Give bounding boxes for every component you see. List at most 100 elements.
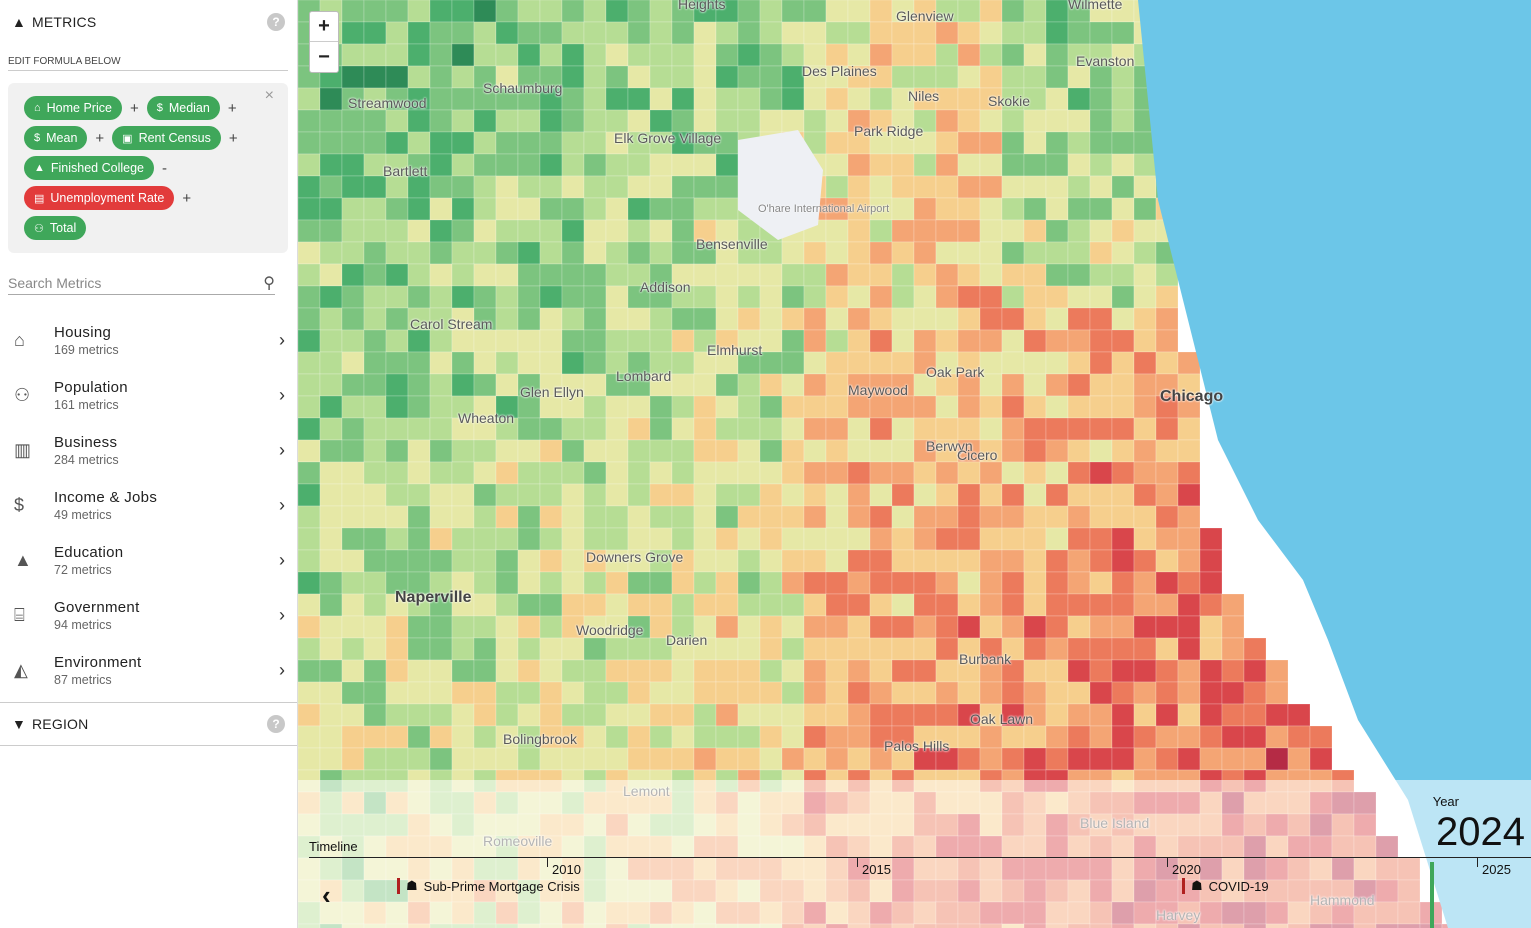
map-region[interactable] [385, 659, 409, 683]
map-region[interactable] [1155, 285, 1179, 309]
map-region[interactable] [891, 703, 915, 727]
map-region[interactable] [517, 703, 541, 727]
map-region[interactable] [1111, 329, 1135, 353]
map-region[interactable] [649, 197, 673, 221]
map-region[interactable] [737, 637, 761, 661]
map-region[interactable] [385, 549, 409, 573]
timeline-back-button[interactable]: ‹ [322, 880, 331, 910]
map-region[interactable] [429, 263, 453, 287]
map-region[interactable] [847, 175, 871, 199]
map-region[interactable] [1133, 637, 1157, 661]
chevron-down-icon[interactable]: ▼ [12, 716, 26, 732]
map-region[interactable] [781, 241, 805, 265]
map-region[interactable] [1243, 725, 1267, 749]
map-region[interactable] [451, 87, 475, 111]
map-region[interactable] [1023, 131, 1047, 155]
map-region[interactable] [649, 21, 673, 45]
map-region[interactable] [781, 637, 805, 661]
map-region[interactable] [1133, 219, 1157, 243]
map-region[interactable] [363, 417, 387, 441]
map-region[interactable] [495, 285, 519, 309]
map-region[interactable] [935, 549, 959, 573]
map-region[interactable] [957, 21, 981, 45]
map-region[interactable] [627, 659, 651, 683]
map-region[interactable] [429, 725, 453, 749]
map-region[interactable] [495, 505, 519, 529]
map-region[interactable] [715, 725, 739, 749]
map-region[interactable] [913, 505, 937, 529]
map-region[interactable] [1089, 549, 1113, 573]
map-region[interactable] [693, 483, 717, 507]
map-region[interactable] [957, 329, 981, 353]
map-region[interactable] [1045, 615, 1069, 639]
map-region[interactable] [649, 329, 673, 353]
map-region[interactable] [1111, 395, 1135, 419]
map-region[interactable] [1177, 747, 1201, 771]
map-region[interactable] [847, 263, 871, 287]
map-region[interactable] [1089, 109, 1113, 133]
map-region[interactable] [451, 527, 475, 551]
map-region[interactable] [979, 329, 1003, 353]
map-region[interactable] [1067, 241, 1091, 265]
map-region[interactable] [1133, 241, 1157, 265]
map-region[interactable] [385, 351, 409, 375]
map-region[interactable] [847, 351, 871, 375]
map-region[interactable] [979, 153, 1003, 177]
formula-chip[interactable]: ⚇ Total [24, 216, 87, 240]
map-region[interactable] [847, 593, 871, 617]
map-region[interactable] [298, 373, 321, 397]
map-region[interactable] [803, 615, 827, 639]
map-region[interactable] [1001, 329, 1025, 353]
map-region[interactable] [1089, 65, 1113, 89]
map-region[interactable] [935, 505, 959, 529]
map-region[interactable] [935, 131, 959, 155]
map-region[interactable] [605, 153, 629, 177]
map-region[interactable] [891, 285, 915, 309]
map-region[interactable] [869, 175, 893, 199]
map-region[interactable] [561, 43, 585, 67]
map-region[interactable] [935, 637, 959, 661]
map-region[interactable] [803, 263, 827, 287]
map-region[interactable] [451, 461, 475, 485]
map-region[interactable] [1221, 615, 1245, 639]
map-region[interactable] [1089, 153, 1113, 177]
map-region[interactable] [979, 483, 1003, 507]
map-region[interactable] [627, 197, 651, 221]
map-region[interactable] [583, 175, 607, 199]
map-region[interactable] [495, 461, 519, 485]
map-region[interactable] [429, 21, 453, 45]
map-region[interactable] [407, 659, 431, 683]
map-region[interactable] [429, 549, 453, 573]
map-region[interactable] [715, 681, 739, 705]
map-region[interactable] [517, 461, 541, 485]
map-region[interactable] [1089, 21, 1113, 45]
map-region[interactable] [451, 21, 475, 45]
map-region[interactable] [869, 593, 893, 617]
map-region[interactable] [539, 703, 563, 727]
map-region[interactable] [935, 175, 959, 199]
map-region[interactable] [1045, 131, 1069, 155]
map-region[interactable] [298, 175, 321, 199]
map-region[interactable] [319, 175, 343, 199]
map-region[interactable] [869, 571, 893, 595]
map-region[interactable] [1001, 571, 1025, 595]
map-region[interactable] [759, 0, 783, 23]
map-region[interactable] [803, 593, 827, 617]
map-region[interactable] [693, 527, 717, 551]
map-region[interactable] [341, 0, 365, 23]
map-region[interactable] [1045, 43, 1069, 67]
map-region[interactable] [1001, 65, 1025, 89]
map-region[interactable] [451, 373, 475, 397]
map-region[interactable] [341, 43, 365, 67]
map-region[interactable] [407, 131, 431, 155]
map-region[interactable] [979, 417, 1003, 441]
map-region[interactable] [891, 395, 915, 419]
map-region[interactable] [759, 725, 783, 749]
map-region[interactable] [1067, 549, 1091, 573]
map-region[interactable] [1089, 527, 1113, 551]
map-region[interactable] [671, 153, 695, 177]
map-region[interactable] [935, 703, 959, 727]
map-region[interactable] [1111, 527, 1135, 551]
map-region[interactable] [869, 527, 893, 551]
map-region[interactable] [957, 747, 981, 771]
